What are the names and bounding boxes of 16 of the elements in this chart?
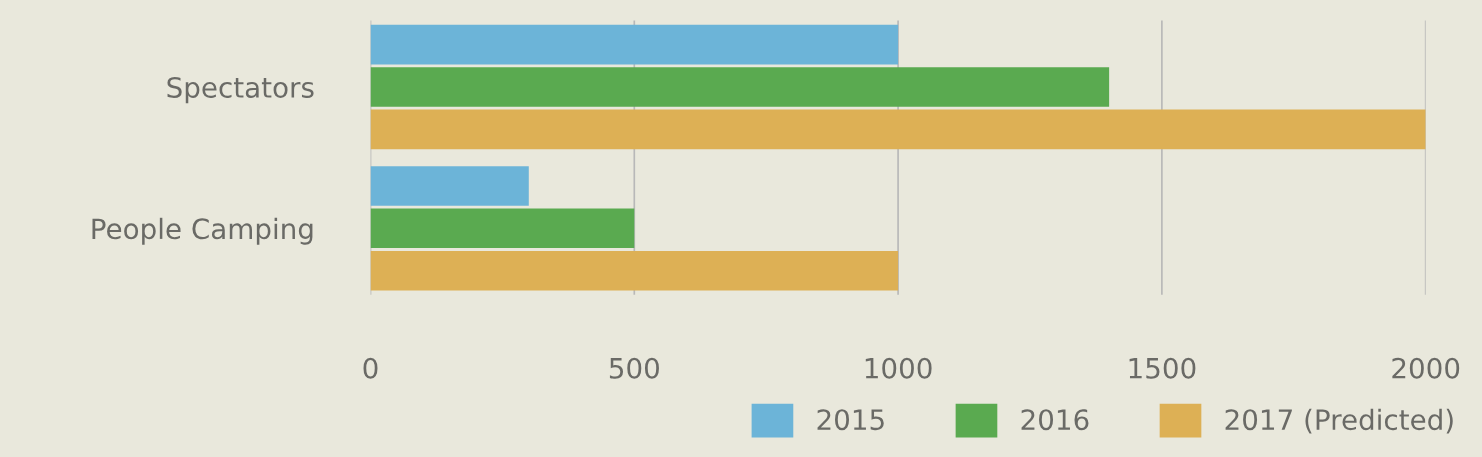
x-tick-label: 1000 [865, 357, 932, 379]
bar [370, 166, 529, 206]
y-tick-label: Spectators [167, 76, 314, 104]
x-tick-label: 1500 [1129, 357, 1196, 379]
bar [370, 250, 899, 291]
x-tick-label: 500 [609, 357, 659, 379]
bar [370, 24, 899, 65]
bar [370, 109, 1426, 150]
legend-label: 2016 [1021, 409, 1089, 431]
legend-label: 2015 [817, 409, 884, 431]
bar [370, 67, 1110, 107]
legend-label: 2017 (Predicted) [1225, 408, 1453, 434]
x-tick-label: 2000 [1392, 357, 1460, 379]
x-tick-label: 0 [363, 357, 378, 379]
y-tick-label: People Camping [92, 217, 313, 245]
bar [370, 208, 635, 249]
